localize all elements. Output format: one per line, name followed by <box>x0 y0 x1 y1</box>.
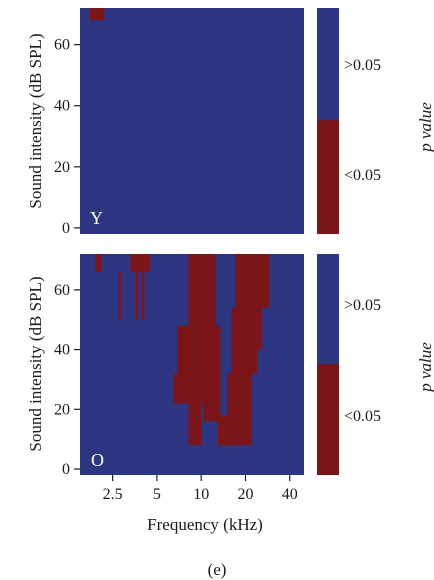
colorbar-top: >0.05 <0.05 p value <box>317 8 434 234</box>
colorbar-top-not-significant <box>317 8 339 120</box>
significant-cell-o-11 <box>231 307 263 350</box>
colorbar-bottom: >0.05 <0.05 p value <box>317 254 434 475</box>
x-axis-label: Frequency (kHz) <box>147 515 263 534</box>
plot-area-y <box>80 8 304 234</box>
significant-cell-o-5 <box>188 254 216 326</box>
significant-cell-o-13 <box>227 373 252 416</box>
significant-cell-o-6 <box>177 325 221 374</box>
significant-cell-o-14 <box>217 415 252 446</box>
x-tick-label-2.5: 2.5 <box>103 486 123 503</box>
x-tick-label-20: 20 <box>237 486 253 503</box>
significant-cell-o-1 <box>118 271 121 320</box>
x-tick-label-5: 5 <box>153 486 161 503</box>
y-tick-label-o-40: 40 <box>54 342 70 359</box>
colorbar-bottom-significant <box>317 364 339 475</box>
y-tick-label-y-60: 60 <box>54 37 70 54</box>
significant-cell-o-3 <box>141 271 145 320</box>
x-tick-label-40: 40 <box>282 486 298 503</box>
colorbar-bottom-title: p value <box>416 342 434 393</box>
significant-cell-o-2 <box>135 271 139 320</box>
heatmap-panel-o: 0 20 40 60 2.5 5 10 20 40 Sound intensity (dB S… <box>26 254 304 534</box>
y-axis-label-bottom: Sound intensity (dB SPL) <box>26 276 45 451</box>
heatmap-panel-y: 0 20 40 60 Sound intensity (dB SPL) Y <box>26 8 304 237</box>
colorbar-bottom-label-high: >0.05 <box>344 297 381 314</box>
colorbar-top-title: p value <box>416 102 434 153</box>
x-tick-label-10: 10 <box>193 486 209 503</box>
y-tick-label-o-60: 60 <box>54 282 70 299</box>
y-tick-label-o-20: 20 <box>54 401 70 418</box>
significant-cell-o-7 <box>173 373 221 404</box>
significant-cell-y-0 <box>89 8 105 21</box>
panel-label-o: O <box>91 450 104 470</box>
y-tick-label-y-40: 40 <box>54 98 70 115</box>
significant-cell-o-4 <box>130 254 151 272</box>
figure-caption: (e) <box>208 560 227 579</box>
colorbar-top-significant <box>317 120 339 234</box>
significant-cell-o-0 <box>95 254 102 272</box>
y-tick-label-y-20: 20 <box>54 159 70 176</box>
panel-label-y: Y <box>90 208 103 228</box>
significant-cell-o-10 <box>235 254 270 308</box>
colorbar-bottom-label-low: <0.05 <box>344 408 381 425</box>
colorbar-bottom-not-significant <box>317 254 339 364</box>
colorbar-top-label-low: <0.05 <box>344 167 381 184</box>
significant-cell-o-8 <box>188 403 202 446</box>
colorbar-top-label-high: >0.05 <box>344 57 381 74</box>
significant-cell-o-12 <box>231 349 258 374</box>
y-tick-label-o-0: 0 <box>62 461 70 478</box>
y-tick-label-y-0: 0 <box>62 220 70 237</box>
significant-cell-o-9 <box>203 403 221 422</box>
y-axis-label-top: Sound intensity (dB SPL) <box>26 33 45 208</box>
